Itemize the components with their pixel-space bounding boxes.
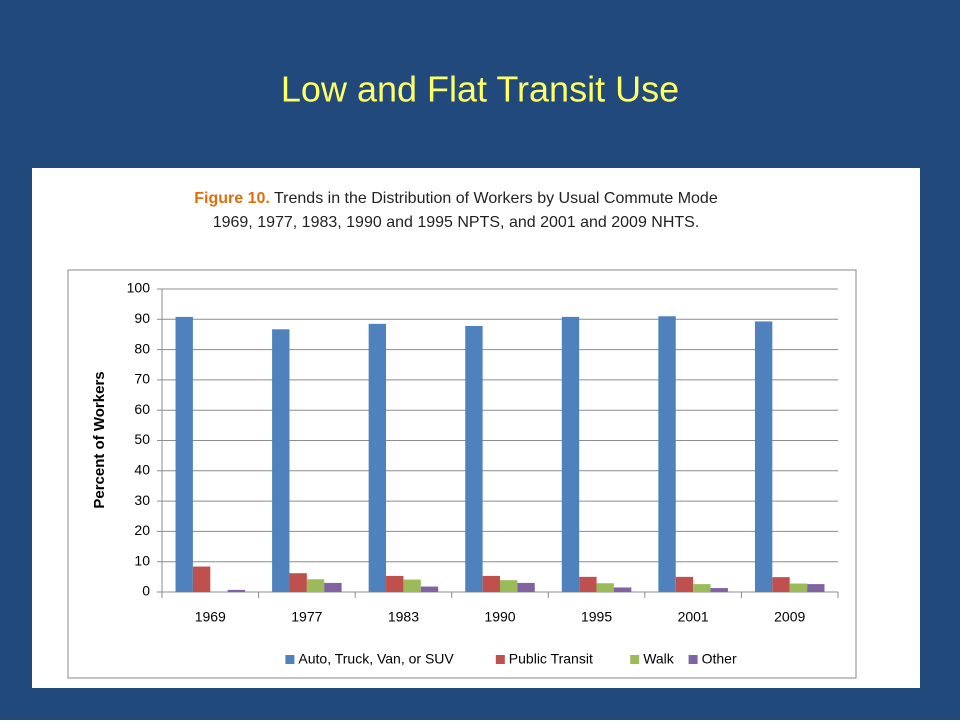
legend-swatch — [285, 655, 295, 664]
chart-title: Trends in the Distribution of Workers by… — [274, 190, 718, 207]
x-tick-label: 1983 — [388, 609, 419, 625]
legend-swatch — [495, 655, 505, 664]
bar — [754, 321, 773, 592]
chart-subtitle: 1969, 1977, 1983, 1990 and 1995 NPTS, an… — [213, 214, 700, 231]
bar — [789, 583, 808, 592]
y-tick-label: 0 — [142, 583, 150, 599]
x-tick-label: 1990 — [484, 609, 515, 625]
y-tick-label: 70 — [134, 371, 150, 387]
y-tick-label: 30 — [134, 492, 150, 508]
legend-label: Other — [702, 651, 737, 667]
slide-title: Low and Flat Transit Use — [281, 69, 679, 110]
legend-swatch — [630, 655, 640, 664]
bar — [693, 584, 711, 592]
bar — [482, 575, 500, 592]
x-tick-label: 2001 — [678, 609, 709, 625]
x-tick-label: 1995 — [581, 609, 612, 625]
bar — [613, 587, 632, 592]
bar — [272, 329, 290, 592]
figure-caption: Figure 10. Trends in the Distribution of… — [194, 190, 718, 207]
legend-label: Walk — [643, 651, 675, 667]
bar — [175, 316, 193, 592]
y-tick-label: 90 — [134, 310, 150, 326]
bar — [658, 316, 676, 592]
bar — [500, 580, 518, 592]
bar — [579, 576, 597, 592]
bar — [386, 575, 404, 592]
bar — [420, 586, 439, 592]
bar — [324, 582, 342, 592]
y-tick-label: 10 — [134, 552, 150, 568]
bar — [517, 582, 535, 592]
bar — [192, 566, 211, 592]
y-tick-label: 50 — [134, 431, 150, 447]
bar — [807, 584, 825, 592]
y-tick-label: 100 — [127, 280, 151, 296]
bar — [596, 583, 614, 592]
bar — [403, 579, 421, 592]
legend-label: Public Transit — [509, 651, 593, 667]
figure-label: Figure 10. — [194, 190, 270, 207]
bar — [772, 577, 790, 592]
bar — [306, 579, 325, 592]
x-tick-label: 1969 — [195, 609, 226, 625]
y-axis-label: Percent of Workers — [91, 371, 108, 508]
x-tick-label: 1977 — [291, 609, 322, 625]
bar — [710, 588, 728, 592]
bar — [465, 325, 483, 592]
legend-label: Auto, Truck, Van, or SUV — [298, 651, 454, 667]
y-tick-label: 20 — [134, 522, 150, 538]
y-tick-label: 40 — [134, 462, 150, 478]
y-tick-label: 80 — [134, 340, 150, 356]
bar — [227, 589, 246, 592]
bar — [675, 576, 694, 592]
y-tick-label: 60 — [134, 401, 150, 417]
bar — [561, 316, 580, 592]
bar — [289, 573, 307, 592]
chart-frame — [67, 269, 857, 679]
legend-swatch — [688, 655, 698, 664]
x-tick-label: 2009 — [774, 609, 805, 625]
bar — [368, 323, 387, 592]
